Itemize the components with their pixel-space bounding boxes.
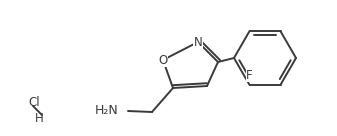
- Text: H₂N: H₂N: [94, 104, 118, 118]
- Text: Cl: Cl: [28, 97, 40, 109]
- Text: O: O: [158, 53, 167, 67]
- Text: N: N: [194, 35, 203, 49]
- Text: H: H: [35, 112, 44, 124]
- Text: F: F: [246, 69, 253, 82]
